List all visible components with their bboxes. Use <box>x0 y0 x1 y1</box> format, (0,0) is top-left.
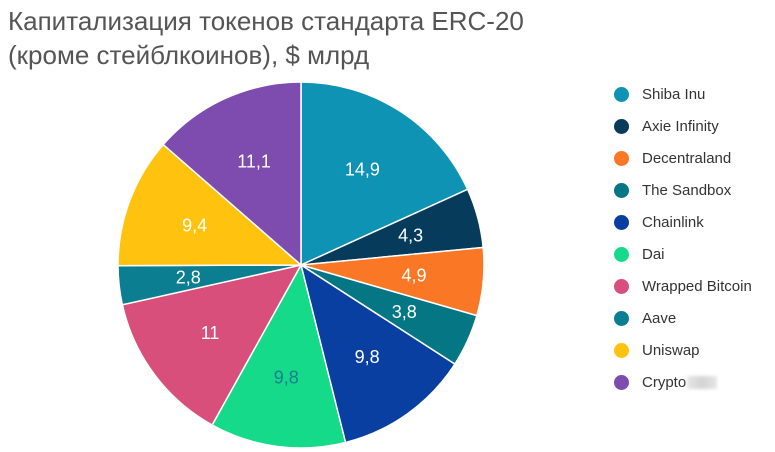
pie-slice-shiba-inu <box>300 81 469 267</box>
legend-item-chainlink: Chainlink <box>614 206 752 238</box>
legend-swatch <box>614 374 629 390</box>
legend-swatch <box>614 86 629 102</box>
legend-label: Chainlink <box>642 213 704 231</box>
legend-label: Axie Infinity <box>642 117 719 135</box>
legend-item-axie-infinity: Axie Infinity <box>614 110 752 142</box>
chart-title-line-1: Капитализация токенов стандарта ERC-20 <box>8 6 524 36</box>
data-label-dai: 9,8 <box>274 367 299 387</box>
data-label-wrapped-bitcoin: 11 <box>201 323 220 343</box>
data-label-crypto: 11,1 <box>237 152 271 172</box>
redacted-text-blur <box>687 375 718 389</box>
legend-item-shiba-inu: Shiba Inu <box>614 78 752 110</box>
legend-label: Decentraland <box>642 149 732 167</box>
legend-label: Wrapped Bitcoin <box>642 277 752 295</box>
legend-label: Crypto <box>642 373 687 391</box>
data-label-aave: 2,8 <box>176 268 201 288</box>
data-label-shiba-inu: 14,9 <box>345 160 380 180</box>
data-label-the-sandbox: 3,8 <box>392 302 417 322</box>
legend-swatch <box>614 310 629 326</box>
legend-label: Shiba Inu <box>642 85 706 103</box>
legend-item-aave: Aave <box>614 302 752 334</box>
legend-item-the-sandbox: The Sandbox <box>614 174 752 206</box>
data-label-uniswap: 9,4 <box>182 215 207 235</box>
legend-swatch <box>614 118 629 134</box>
legend-label: Uniswap <box>642 341 700 359</box>
pie-slice-wrapped-bitcoin <box>121 263 303 427</box>
data-label-axie-infinity: 4,3 <box>398 226 423 246</box>
legend-swatch <box>614 246 629 262</box>
data-label-decentraland: 4,9 <box>401 265 426 285</box>
legend-label: Dai <box>642 245 665 263</box>
legend-item-uniswap: Uniswap <box>614 334 752 366</box>
pie-slice-uniswap <box>117 143 303 267</box>
legend-item-dai: Dai <box>614 238 752 270</box>
legend-swatch <box>614 342 629 358</box>
legend-swatch <box>614 214 629 230</box>
legend-item-decentraland: Decentraland <box>614 142 752 174</box>
legend-label: The Sandbox <box>642 181 732 199</box>
chart-title-line-2: (кроме стейблкоинов), $ млрд <box>8 40 370 70</box>
legend-swatch <box>614 150 629 166</box>
pie-slice-chainlink <box>299 263 456 444</box>
legend-item-wrapped-bitcoin: Wrapped Bitcoin <box>614 270 752 302</box>
pie-slice-crypto <box>162 81 302 267</box>
legend-swatch <box>614 182 629 198</box>
legend-label: Aave <box>642 309 677 327</box>
legend-item-crypto: Crypto <box>614 366 752 398</box>
chart-title: Капитализация токенов стандарта ERC-20 (… <box>8 4 648 72</box>
pie-slice-dai <box>211 262 347 449</box>
chart-legend: Shiba Inu Axie Infinity Decentraland The Sa… <box>614 78 752 398</box>
legend-swatch <box>614 278 629 294</box>
data-label-chainlink: 9,8 <box>355 347 380 367</box>
